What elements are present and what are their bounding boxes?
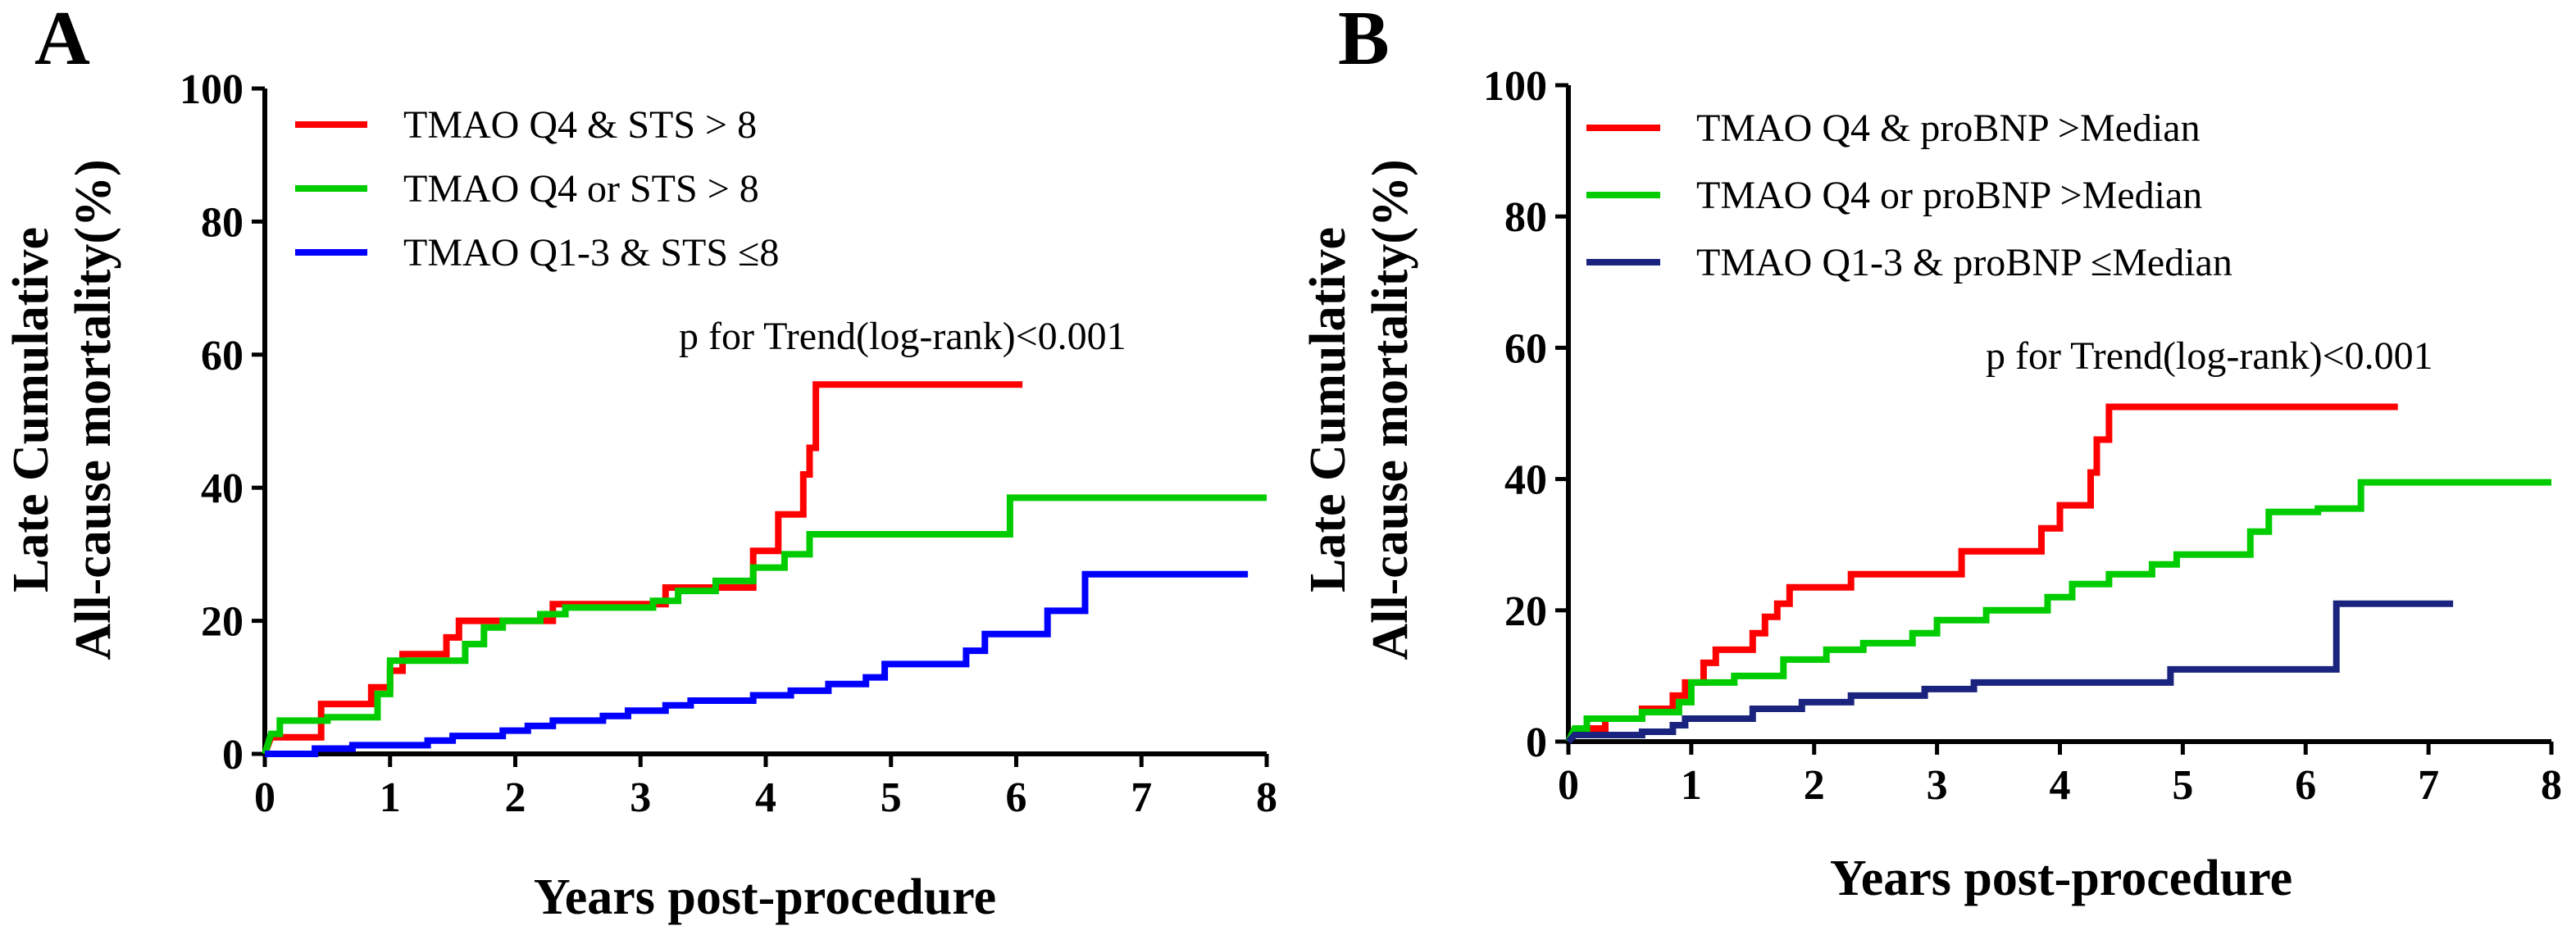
y-tick-label: 0: [222, 732, 243, 778]
series-line-3: [1566, 600, 2454, 744]
y-tick-label: 40: [1504, 457, 1547, 504]
panel-b-xlabel: Years post-procedure: [1830, 851, 2292, 906]
panel-b-legend: TMAO Q4 & proBNP >Median TMAO Q4 or proBN…: [1586, 107, 2232, 284]
x-tick-label: 1: [380, 774, 401, 821]
panel-a: A Late Cumulative All-cause mortality(%)…: [3, 0, 1277, 925]
legend-label-3: TMAO Q1-3 & proBNP ≤Median: [1696, 241, 2232, 284]
x-tick-label: 3: [630, 774, 651, 821]
panel-b-label: B: [1338, 0, 1390, 81]
y-tick-label: 0: [1526, 719, 1547, 766]
y-tick-label: 100: [1483, 63, 1547, 110]
x-tick-label: 7: [2418, 762, 2439, 809]
panel-b-ylabel-line2: All-cause mortality(%): [1363, 159, 1418, 660]
panel-a-axes: 0 20 40 60 80 100 0 1 2 3 4 5 6 7 8: [180, 66, 1277, 821]
panel-a-series: [262, 381, 1267, 757]
series-line-2: [1565, 479, 2551, 743]
panel-b-ylabel: Late Cumulative All-cause mortality(%): [1300, 159, 1418, 660]
panel-a-ylabel-line1: Late Cumulative: [3, 227, 59, 592]
panel-b-annotation: p for Trend(log-rank)<0.001: [1986, 334, 2433, 378]
panel-a-xlabel: Years post-procedure: [534, 869, 996, 925]
series-line-3: [265, 570, 1249, 757]
x-tick-label: 5: [2172, 762, 2193, 809]
x-tick-label: 1: [1681, 762, 1702, 809]
panel-a-ylabel-line2: All-cause mortality(%): [66, 159, 121, 660]
x-tick-label: 0: [254, 774, 275, 821]
series-line-2: [262, 494, 1267, 756]
x-tick-label: 6: [1006, 774, 1027, 821]
y-tick-label: 60: [1504, 325, 1547, 372]
y-tick-label: 100: [180, 66, 243, 113]
panel-a-annotation: p for Trend(log-rank)<0.001: [679, 315, 1126, 358]
legend-label-2: TMAO Q4 or proBNP >Median: [1696, 174, 2202, 217]
panel-a-legend: TMAO Q4 & STS > 8 TMAO Q4 or STS > 8 TMAO …: [295, 103, 779, 275]
x-tick-label: 6: [2295, 762, 2316, 809]
panel-a-label: A: [34, 0, 90, 81]
x-tick-label: 8: [2541, 762, 2562, 809]
y-tick-label: 40: [201, 465, 243, 512]
panel-a-ylabel: Late Cumulative All-cause mortality(%): [3, 159, 121, 660]
x-tick-label: 2: [505, 774, 526, 821]
x-tick-label: 0: [1558, 762, 1579, 809]
y-tick-label: 80: [201, 199, 243, 246]
y-tick-label: 60: [201, 333, 243, 379]
legend-label-1: TMAO Q4 & STS > 8: [403, 103, 757, 147]
x-tick-label: 4: [2050, 762, 2071, 809]
legend-label-2: TMAO Q4 or STS > 8: [403, 167, 759, 211]
legend-label-1: TMAO Q4 & proBNP >Median: [1696, 107, 2201, 150]
panel-b-axes: 0 20 40 60 80 100 0 1 2 3 4 5 6 7 8: [1483, 63, 2562, 809]
x-tick-label: 3: [1927, 762, 1948, 809]
panel-b: B Late Cumulative All-cause mortality(%)…: [1300, 0, 2562, 906]
panel-b-series: [1565, 403, 2551, 744]
panel-b-ylabel-line1: Late Cumulative: [1300, 227, 1356, 592]
y-tick-label: 80: [1504, 194, 1547, 241]
x-tick-label: 7: [1131, 774, 1152, 821]
x-tick-label: 5: [881, 774, 902, 821]
x-tick-label: 4: [755, 774, 776, 821]
x-tick-label: 2: [1804, 762, 1825, 809]
y-tick-label: 20: [201, 599, 243, 646]
legend-label-3: TMAO Q1-3 & STS ≤8: [403, 231, 779, 275]
series-line-1: [262, 381, 1023, 756]
x-tick-label: 8: [1256, 774, 1277, 821]
y-tick-label: 20: [1504, 588, 1547, 635]
